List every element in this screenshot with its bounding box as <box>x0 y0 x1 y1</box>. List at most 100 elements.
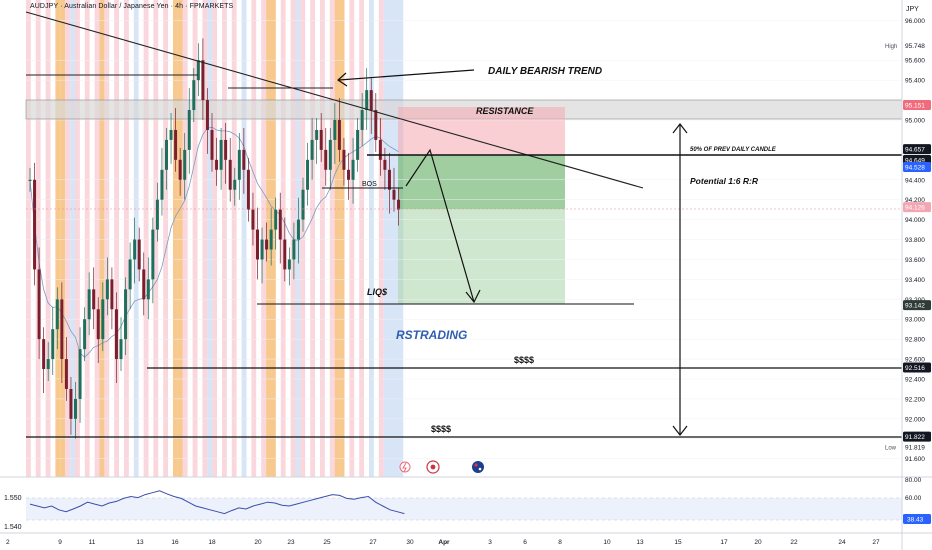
price-tag-box <box>903 202 931 213</box>
time-tick-label: 13 <box>136 539 144 546</box>
session-band <box>300 0 306 477</box>
session-band <box>50 0 56 477</box>
au-flag-icon <box>472 461 484 473</box>
session-band <box>60 0 66 477</box>
session-band <box>266 0 271 477</box>
liquidity-label-2: $$$$ <box>431 424 451 434</box>
candle-body <box>187 110 191 150</box>
candle-body <box>128 259 132 290</box>
bos-label: BOS <box>362 181 377 188</box>
candle-body <box>251 209 255 230</box>
session-band <box>354 0 360 477</box>
price-tick-label: 93.800 <box>905 237 925 244</box>
candle-body <box>201 60 205 101</box>
session-band <box>349 0 355 477</box>
session-band <box>163 0 169 477</box>
session-band <box>114 0 120 477</box>
candle-body <box>78 349 82 399</box>
candle-body <box>310 139 314 160</box>
candle-body <box>369 90 373 111</box>
indicator-tick-label: 80.00 <box>905 477 922 484</box>
price-tick-label: 94.200 <box>905 197 925 204</box>
brand-label: RSTRADING <box>396 328 467 342</box>
candle-body <box>210 129 214 160</box>
candle-body <box>64 359 68 389</box>
event-icons[interactable] <box>399 460 484 474</box>
candle-body <box>142 269 146 300</box>
indicator-left-label: 1.550 <box>4 495 22 502</box>
price-tick-label: 93.400 <box>905 277 925 284</box>
price-tag-value: 95.151 <box>905 102 925 109</box>
candle-body <box>296 219 300 240</box>
price-tick-label: 95.600 <box>905 58 925 65</box>
candle-body <box>387 169 391 190</box>
candle-body <box>374 110 378 140</box>
candle-body <box>192 80 196 111</box>
candle-body <box>87 289 91 320</box>
candle-body <box>174 129 178 160</box>
candle-body <box>37 269 41 340</box>
session-band <box>212 0 218 477</box>
grid-lines <box>26 20 902 459</box>
session-band <box>285 0 291 477</box>
candle-body <box>233 179 237 190</box>
session-band <box>119 0 124 477</box>
price-tick-label: 94.400 <box>905 177 925 184</box>
candle-body <box>51 329 55 360</box>
candle-body <box>83 319 87 350</box>
session-band <box>104 0 110 477</box>
candle-body <box>378 139 382 160</box>
symbol-title[interactable]: AUDJPY · Australian Dollar / Japanese Ye… <box>30 3 234 10</box>
session-band <box>320 0 325 477</box>
time-axis[interactable]: 2 9 11 13 16 18 20 23 25 27 30 Apr 3 6 8 10 13 15 17 20 22 24… <box>6 539 880 546</box>
time-tick-label: 20 <box>254 539 262 546</box>
session-band <box>158 0 164 477</box>
candle-body <box>237 149 241 180</box>
trend-arrow <box>337 69 475 87</box>
indicator-value-box <box>903 514 931 524</box>
candle-body <box>283 239 287 270</box>
candle-body <box>119 339 123 360</box>
candle-body <box>133 239 137 260</box>
candle-body <box>219 139 223 170</box>
candle-body <box>224 139 228 160</box>
price-tick-label: 92.600 <box>905 357 925 364</box>
price-tick-label: 92.800 <box>905 337 925 344</box>
price-tag-value: 94.649 <box>905 157 925 164</box>
session-band <box>84 0 90 477</box>
candle-body <box>306 159 310 190</box>
candle-body <box>278 209 282 240</box>
time-tick-label: Apr <box>438 539 450 546</box>
flash-event-icon <box>399 461 411 473</box>
candle-body <box>392 189 396 200</box>
candle-body <box>124 289 128 340</box>
candle-body <box>292 239 296 260</box>
session-band <box>202 0 208 477</box>
candle-body <box>74 398 77 419</box>
session-band <box>329 0 335 477</box>
candle-body <box>215 159 219 170</box>
candle-body <box>205 100 209 130</box>
price-tag-caption: Low <box>885 445 897 451</box>
session-band <box>236 0 242 477</box>
candle-body <box>55 299 59 330</box>
price-tick-label: 92.400 <box>905 377 925 384</box>
time-axis-start-marker: 2 <box>6 539 10 546</box>
price-axis[interactable]: 96.000 95.600 95.400 95.000 94.400 94.200 94.0… <box>902 0 932 533</box>
session-band <box>133 0 139 477</box>
session-band <box>40 0 46 477</box>
price-tag-value: 91.822 <box>905 434 925 441</box>
price-tag-box <box>903 300 931 311</box>
session-band <box>334 0 340 477</box>
candle-body <box>196 60 200 81</box>
rr-measure-arrow <box>672 123 688 436</box>
session-band <box>79 0 85 477</box>
session-band <box>55 0 61 477</box>
time-tick-label: 22 <box>790 539 798 546</box>
candle-body <box>351 159 355 180</box>
candle-body <box>347 169 350 180</box>
session-bands <box>26 0 409 477</box>
session-band <box>128 0 134 477</box>
candle-body <box>105 279 109 300</box>
